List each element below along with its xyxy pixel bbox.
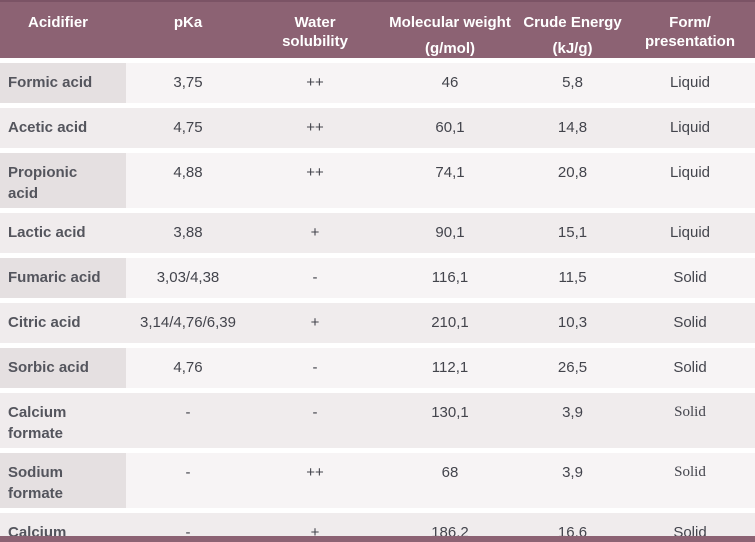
molecular-weight-value: 74,1 <box>380 153 520 208</box>
crude-energy-value: 3,9 <box>520 393 625 448</box>
form-value: Solid <box>625 453 755 508</box>
column-header-form-presentation: Form/presentation <box>625 0 755 58</box>
form-value: Liquid <box>625 108 755 148</box>
acidifier-name: Lactic acid <box>0 213 126 253</box>
column-header-water-solubility: Water solubility <box>250 0 380 58</box>
water-solubility-value: + <box>250 303 380 343</box>
table-row: Sodium formate - ++ 68 3,9 Solid <box>0 453 755 508</box>
crude-energy-value: 20,8 <box>520 153 625 208</box>
water-solubility-value: - <box>250 348 380 388</box>
molecular-weight-value: 116,1 <box>380 258 520 298</box>
molecular-weight-value: 60,1 <box>380 108 520 148</box>
column-header-subline: solubility <box>282 33 348 50</box>
crude-energy-value: 14,8 <box>520 108 625 148</box>
form-value: Liquid <box>625 153 755 208</box>
pka-value: 3,75 <box>126 63 250 103</box>
table-header: Acidifier pKa Water solubility Molecular wei… <box>0 0 755 58</box>
acidifier-name: Fumaric acid <box>0 258 126 298</box>
column-header-label: Crude Energy <box>523 14 622 31</box>
acidifier-name: Sodium formate <box>0 453 126 508</box>
form-value: Solid <box>625 393 755 448</box>
acidifier-name: Citric acid <box>0 303 126 343</box>
bottom-accent-bar <box>0 536 755 542</box>
water-solubility-value: + <box>250 213 380 253</box>
pka-value: - <box>126 453 250 508</box>
crude-energy-value: 3,9 <box>520 453 625 508</box>
crude-energy-value: 5,8 <box>520 63 625 103</box>
crude-energy-value: 11,5 <box>520 258 625 298</box>
column-header-label: pKa <box>173 14 203 31</box>
form-value: Liquid <box>625 63 755 103</box>
column-header-acidifier: Acidifier <box>0 0 126 58</box>
column-header-subline: (g/mol) <box>425 40 475 57</box>
column-header-pka: pKa <box>126 0 250 58</box>
pka-value: 3,03/4,38 <box>126 258 250 298</box>
water-solubility-value: ++ <box>250 453 380 508</box>
table-row: Acetic acid 4,75 ++ 60,1 14,8 Liquid <box>0 108 755 148</box>
column-header-molecular-weight-g-mol: Molecular weight (g/mol) <box>380 0 520 58</box>
acidifier-name: Propionic acid <box>0 153 126 208</box>
acidifier-name: Sorbic acid <box>0 348 126 388</box>
table-row: Lactic acid 3,88 +90,1 15,1 Liquid <box>0 213 755 253</box>
column-header-label: Acidifier <box>28 14 89 31</box>
table-row: Formic acid 3,75 ++ 46 5,8 Liquid <box>0 63 755 103</box>
column-header-subline: presentation <box>644 33 735 50</box>
water-solubility-value: ++ <box>250 108 380 148</box>
pka-value: 4,88 <box>126 153 250 208</box>
form-value: Liquid <box>625 213 755 253</box>
water-solubility-value: - <box>250 393 380 448</box>
form-value: Solid <box>625 258 755 298</box>
form-value: Solid <box>625 348 755 388</box>
water-solubility-value: ++ <box>250 63 380 103</box>
table-row: Sorbic acid 4,76-112,1 26,5 Solid <box>0 348 755 388</box>
table-row: Propionic acid 4,88 ++ 74,1 20,8 Liquid <box>0 153 755 208</box>
pka-value: 4,75 <box>126 108 250 148</box>
table-row: Citric acid 3,14/4,76/6,39 +210,1 10,3 Solid <box>0 303 755 343</box>
molecular-weight-value: 68 <box>380 453 520 508</box>
column-header-label: Water <box>294 14 336 31</box>
molecular-weight-value: 210,1 <box>380 303 520 343</box>
molecular-weight-value: 90,1 <box>380 213 520 253</box>
crude-energy-value: 10,3 <box>520 303 625 343</box>
molecular-weight-value: 130,1 <box>380 393 520 448</box>
pka-value: - <box>126 393 250 448</box>
table-row: Fumaric acid 3,03/4,38-116,1 11,5 Solid <box>0 258 755 298</box>
crude-energy-value: 26,5 <box>520 348 625 388</box>
table-header-row: Acidifier pKa Water solubility Molecular wei… <box>0 0 755 58</box>
crude-energy-value: 15,1 <box>520 213 625 253</box>
column-header-label: Molecular weight <box>389 14 511 31</box>
table-row: Calcium formate - -130,1 3,9 Solid <box>0 393 755 448</box>
column-header-subline: (kJ/g) <box>552 40 593 57</box>
pka-value: 3,14/4,76/6,39 <box>126 303 250 343</box>
water-solubility-value: ++ <box>250 153 380 208</box>
form-value: Solid <box>625 303 755 343</box>
pka-value: 3,88 <box>126 213 250 253</box>
column-header-crude-energy-kj-g: Crude Energy (kJ/g) <box>520 0 625 58</box>
acidifier-name: Acetic acid <box>0 108 126 148</box>
water-solubility-value: - <box>250 258 380 298</box>
table-body: Formic acid 3,75 ++ 46 5,8 Liquid Acetic acid 4… <box>0 63 755 542</box>
acidifier-name: Formic acid <box>0 63 126 103</box>
column-header-label: Form/ <box>669 14 711 31</box>
molecular-weight-value: 112,1 <box>380 348 520 388</box>
molecular-weight-value: 46 <box>380 63 520 103</box>
acidifier-name: Calcium formate <box>0 393 126 448</box>
pka-value: 4,76 <box>126 348 250 388</box>
